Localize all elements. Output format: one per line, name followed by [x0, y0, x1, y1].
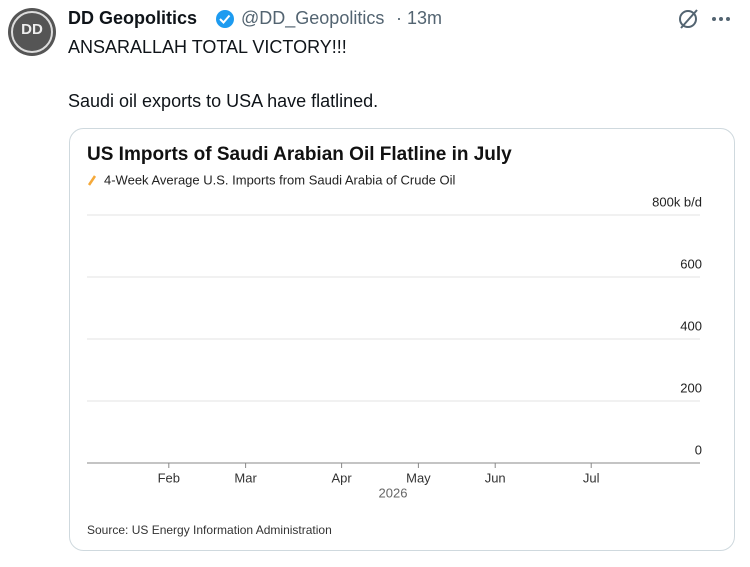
x-tick-label: Jul	[583, 470, 600, 485]
x-tick-label: Mar	[234, 470, 257, 485]
avatar-ring	[11, 11, 53, 53]
source: Source: US Energy Information Administra…	[87, 523, 332, 537]
author[interactable]: DD Geopolitics	[68, 8, 197, 28]
tweet-text: Saudi oil exports to USA have flatlined.	[68, 91, 378, 111]
handle[interactable]: @DD_Geopolitics	[241, 8, 384, 29]
verified-check	[219, 14, 231, 24]
y-tick-label: 800k b/d	[652, 194, 702, 209]
x-tick-label: May	[406, 470, 431, 485]
separator: ·	[396, 8, 402, 28]
y-tick-label: 400	[680, 318, 702, 333]
legend-swatch	[87, 175, 97, 186]
y-tick-label: 200	[680, 380, 702, 395]
verified-badge	[216, 10, 234, 28]
y-tick-label: 600	[680, 256, 702, 271]
grok-icon[interactable]	[679, 10, 697, 28]
more-icon[interactable]	[712, 17, 730, 21]
x-tick-label: Apr	[331, 470, 352, 485]
x-tick-label: Jun	[485, 470, 506, 485]
legend-entry: 4-Week Average U.S. Imports from Saudi A…	[104, 172, 456, 187]
avatar[interactable]	[8, 8, 56, 56]
chart-title: US Imports of Saudi Arabian Oil Flatline…	[87, 144, 512, 165]
y-tick-label: 0	[695, 442, 702, 457]
x-tick-label: Feb	[158, 470, 180, 485]
avatar-text: DD	[21, 21, 43, 38]
tweet-text: ANSARALLAH TOTAL VICTORY!!!	[68, 37, 347, 57]
grok-icon-slash	[680, 9, 698, 29]
time[interactable]: 13m	[407, 8, 442, 28]
x-axis-label: 2026	[379, 485, 408, 500]
